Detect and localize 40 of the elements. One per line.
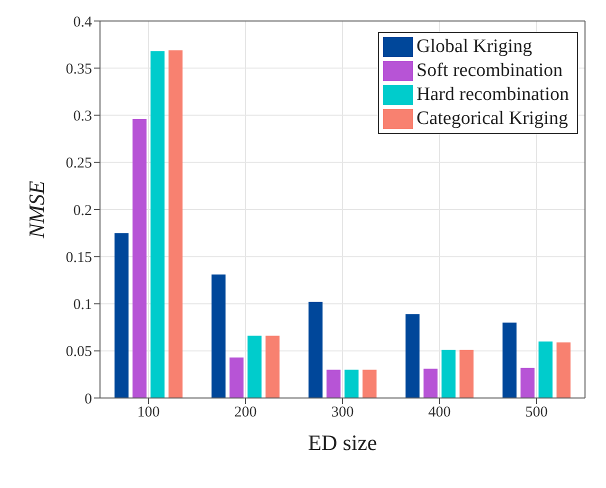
- y-tick-label: 0.1: [73, 297, 92, 314]
- legend-label: Global Kriging: [416, 35, 532, 59]
- y-tick-label: 0.2: [73, 202, 92, 219]
- bar: [460, 350, 474, 398]
- y-tick-label: 0.3: [73, 108, 92, 125]
- x-axis-title: ED size: [308, 430, 378, 455]
- bar: [150, 51, 165, 398]
- bar: [406, 314, 420, 398]
- bar: [502, 322, 517, 398]
- x-tick-label: 100: [137, 404, 160, 421]
- y-tick-label: 0.4: [73, 14, 92, 30]
- bar: [424, 368, 438, 398]
- bar: [442, 350, 456, 398]
- bar: [266, 336, 280, 398]
- y-tick-label: 0.35: [66, 61, 92, 78]
- y-axis-title: NMSE: [24, 180, 49, 240]
- bar: [132, 119, 147, 398]
- y-tick-label: 0: [84, 391, 92, 408]
- bar: [230, 357, 244, 398]
- y-tick-label: 0.05: [66, 344, 92, 360]
- legend-label: Soft recombination: [416, 59, 563, 83]
- legend-label: Categorical Kriging: [416, 107, 568, 131]
- bar: [248, 336, 262, 398]
- bar: [344, 370, 359, 398]
- bar: [308, 302, 323, 398]
- y-tick-label: 0.25: [66, 156, 92, 172]
- bar: [114, 233, 129, 398]
- x-tick-label: 200: [234, 404, 257, 421]
- x-tick-label: 300: [331, 404, 354, 421]
- bar: [168, 50, 183, 398]
- x-tick-label: 500: [525, 404, 548, 421]
- bar: [362, 370, 377, 398]
- y-tick-label: 0.15: [66, 250, 92, 266]
- bar: [538, 341, 553, 398]
- bar: [212, 274, 226, 398]
- legend-label: Hard recombination: [416, 83, 569, 107]
- x-tick-label: 400: [428, 404, 451, 421]
- bar: [556, 342, 571, 398]
- bar: [520, 368, 535, 398]
- bar: [326, 370, 341, 398]
